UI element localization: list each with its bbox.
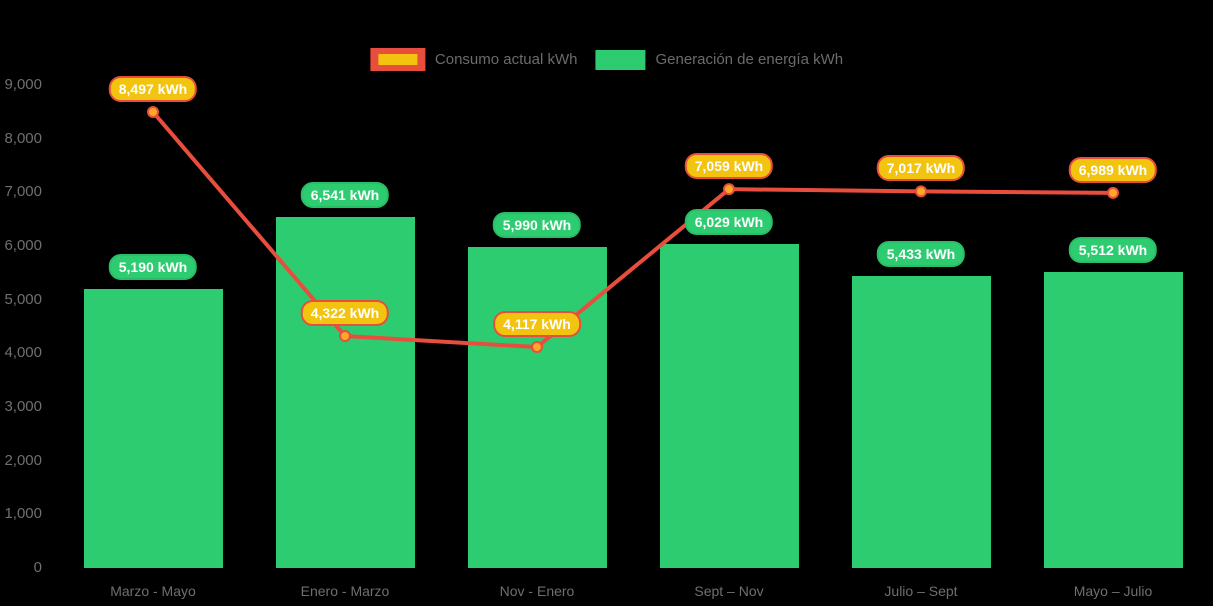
consumption-point[interactable]	[339, 330, 351, 343]
y-axis-tick-label: 8,000	[4, 129, 42, 147]
x-axis-category-label: Marzo - Mayo	[110, 583, 196, 599]
consumption-value-label: 8,497 kWh	[108, 75, 198, 102]
generation-value-label: 5,512 kWh	[1068, 237, 1158, 264]
generation-value-label: 5,433 kWh	[876, 241, 966, 268]
bar-series-swatch-icon	[595, 49, 646, 70]
y-axis-tick-label: 5,000	[4, 290, 42, 308]
consumption-value-label: 4,117 kWh	[493, 311, 581, 338]
consumption-point[interactable]	[531, 341, 543, 354]
line-series-swatch-inner	[377, 54, 417, 65]
x-axis-category-label: Enero - Marzo	[300, 583, 390, 599]
y-axis-tick-label: 6,000	[4, 237, 42, 254]
consumption-line	[151, 110, 1114, 350]
x-axis-category-label: Nov - Enero	[499, 583, 575, 599]
legend-label-generacion-energia: Generación de energía kWh	[655, 51, 844, 68]
y-axis-tick-label: 3,000	[4, 398, 42, 415]
generation-value-label: 5,190 kWh	[108, 254, 198, 281]
line-series-swatch-icon	[369, 48, 425, 71]
legend-item-consumo-actual[interactable]: Consumo actual kWh	[369, 48, 578, 71]
consumption-value-label: 4,322 kWh	[300, 300, 390, 327]
y-axis-tick-label: 2,000	[4, 451, 42, 469]
consumption-point[interactable]	[915, 185, 927, 198]
consumption-value-label: 7,017 kWh	[876, 155, 966, 182]
chart-legend: Consumo actual kWh Generación de energía…	[369, 48, 843, 71]
legend-item-generacion-energia[interactable]: Generación de energía kWh	[595, 48, 843, 71]
consumption-point[interactable]	[1107, 186, 1119, 199]
y-axis-tick-label: 0	[33, 559, 42, 576]
x-axis-category-label: Julio – Sept	[884, 583, 958, 599]
y-axis-tick-label: 4,000	[4, 344, 42, 362]
consumption-point[interactable]	[147, 105, 159, 118]
legend-label-consumo-actual: Consumo actual kWh	[434, 51, 578, 68]
y-axis-tick-label: 1,000	[4, 505, 42, 523]
consumption-point[interactable]	[723, 183, 735, 196]
consumption-value-label: 6,989 kWh	[1068, 156, 1158, 183]
y-axis-tick-label: 9,000	[4, 76, 42, 93]
generation-value-label: 6,541 kWh	[300, 181, 390, 208]
generation-bar[interactable]	[659, 244, 799, 568]
generation-bar[interactable]	[83, 289, 223, 568]
x-axis-category-label: Mayo – Julio	[1073, 583, 1153, 599]
generation-value-label: 5,990 kWh	[492, 211, 582, 238]
y-axis-tick-label: 7,000	[4, 183, 42, 201]
generation-bar[interactable]	[275, 216, 415, 568]
generation-bar[interactable]	[1043, 272, 1183, 568]
generation-value-label: 6,029 kWh	[684, 209, 774, 236]
generation-bar[interactable]	[467, 246, 607, 568]
consumption-value-label: 7,059 kWh	[684, 153, 774, 180]
generation-bar[interactable]	[851, 276, 991, 568]
x-axis-category-label: Sept – Nov	[694, 583, 764, 599]
